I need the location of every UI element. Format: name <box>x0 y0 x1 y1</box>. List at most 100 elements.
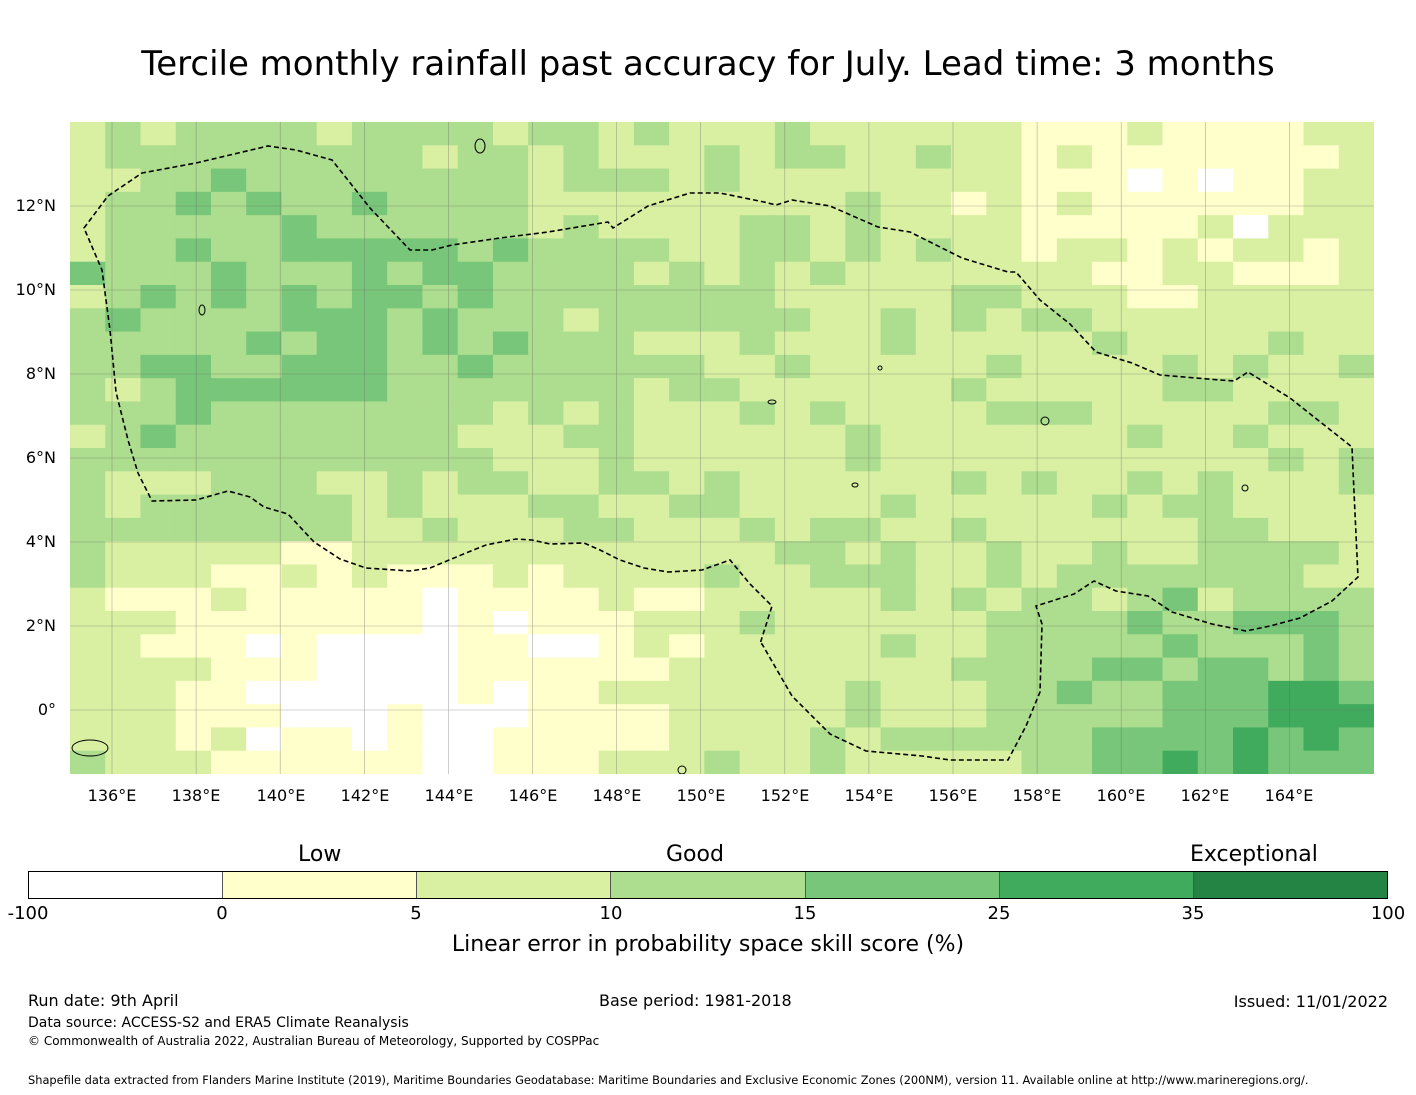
skill-cell <box>739 680 776 705</box>
skill-cell <box>669 424 705 449</box>
skill-cell <box>739 517 776 542</box>
skill-cell <box>1056 471 1093 496</box>
skill-cell <box>704 587 741 612</box>
skill-cell <box>105 541 142 566</box>
skill-cell <box>1233 261 1269 286</box>
skill-cell <box>1233 727 1269 752</box>
skill-cell <box>457 517 494 542</box>
skill-cell <box>70 215 106 240</box>
skill-cell <box>1162 541 1199 566</box>
skill-cell <box>1197 424 1234 449</box>
skill-cell <box>845 680 882 705</box>
skill-cell <box>845 191 882 216</box>
skill-cell <box>1197 122 1234 146</box>
skill-cell <box>669 564 705 589</box>
skill-cell <box>387 261 424 286</box>
skill-cell <box>1021 448 1058 472</box>
skill-cell <box>1268 750 1305 774</box>
skill-cell <box>1303 145 1340 170</box>
skill-cell <box>422 564 459 589</box>
skill-cell <box>1127 634 1164 659</box>
skill-cell <box>669 727 705 752</box>
colorbar-segment <box>417 872 612 898</box>
skill-cell <box>1268 727 1305 752</box>
skill-cell <box>492 471 529 496</box>
skill-cell <box>316 401 353 426</box>
lon-label-148e: 148°E <box>592 786 642 805</box>
skill-cell <box>880 378 917 403</box>
skill-cell <box>246 704 283 729</box>
skill-cell <box>704 680 741 705</box>
skill-cell <box>422 331 459 356</box>
skill-cell <box>1338 285 1374 309</box>
skill-cell <box>105 261 142 286</box>
skill-cell <box>246 541 283 566</box>
skill-cell <box>528 191 564 216</box>
skill-cell <box>633 657 670 682</box>
skill-cell <box>528 750 564 774</box>
skill-cell <box>1127 261 1164 286</box>
skill-cell <box>986 215 1023 240</box>
skill-cell <box>316 331 353 356</box>
skill-cell <box>1338 727 1374 752</box>
eez-boundary <box>83 145 1359 761</box>
skill-cell <box>1092 564 1128 589</box>
skill-cell <box>1268 354 1305 379</box>
skill-cell <box>175 331 212 356</box>
skill-cell <box>1233 587 1269 612</box>
skill-cell <box>880 657 917 682</box>
lon-label-144e: 144°E <box>424 786 474 805</box>
skill-cell <box>175 541 212 566</box>
skill-cell <box>1233 704 1269 729</box>
skill-cell <box>915 331 952 356</box>
skill-cell <box>1056 401 1093 426</box>
skill-cell <box>986 308 1023 333</box>
skill-cell <box>492 285 529 309</box>
skill-cell <box>457 238 494 263</box>
skill-cell <box>105 168 142 193</box>
skill-cell <box>951 191 987 216</box>
skill-cell <box>140 564 177 589</box>
skill-cell <box>1056 657 1093 682</box>
skill-cell <box>457 401 494 426</box>
skill-cell <box>387 587 424 612</box>
skill-cell <box>1056 331 1093 356</box>
skill-cell <box>1127 424 1164 449</box>
skill-cell <box>351 122 388 146</box>
skill-cell <box>704 145 741 170</box>
skill-cell <box>246 308 283 333</box>
skill-cell <box>492 331 529 356</box>
skill-cell <box>175 378 212 403</box>
skill-cell <box>1021 145 1058 170</box>
skill-cell <box>1162 587 1199 612</box>
skill-cell <box>1021 168 1058 193</box>
skill-cell <box>210 191 247 216</box>
skill-cell <box>351 634 388 659</box>
skill-cell <box>810 494 846 519</box>
skill-cell <box>563 611 600 635</box>
colorbar-tick-label: 0 <box>216 903 228 924</box>
skill-cell <box>880 750 917 774</box>
skill-cell <box>1056 354 1093 379</box>
skill-cell <box>1338 494 1374 519</box>
skill-cell <box>774 168 811 193</box>
skill-cell <box>281 494 318 519</box>
skill-cell <box>1092 541 1128 566</box>
skill-cell <box>281 541 318 566</box>
skill-cell <box>528 611 564 635</box>
skill-cell <box>246 471 283 496</box>
skill-cell <box>105 285 142 309</box>
skill-cell <box>774 448 811 472</box>
skill-cell <box>1303 122 1340 146</box>
skill-cell <box>316 378 353 403</box>
skill-cell <box>1268 494 1305 519</box>
lon-label-164e: 164°E <box>1264 786 1314 805</box>
skill-cell <box>175 611 212 635</box>
skill-cell <box>492 168 529 193</box>
skill-cell <box>351 448 388 472</box>
skill-cell <box>880 238 917 263</box>
skill-cell <box>774 191 811 216</box>
skill-cell <box>951 168 987 193</box>
skill-cell <box>175 680 212 705</box>
skill-cell <box>1092 727 1128 752</box>
